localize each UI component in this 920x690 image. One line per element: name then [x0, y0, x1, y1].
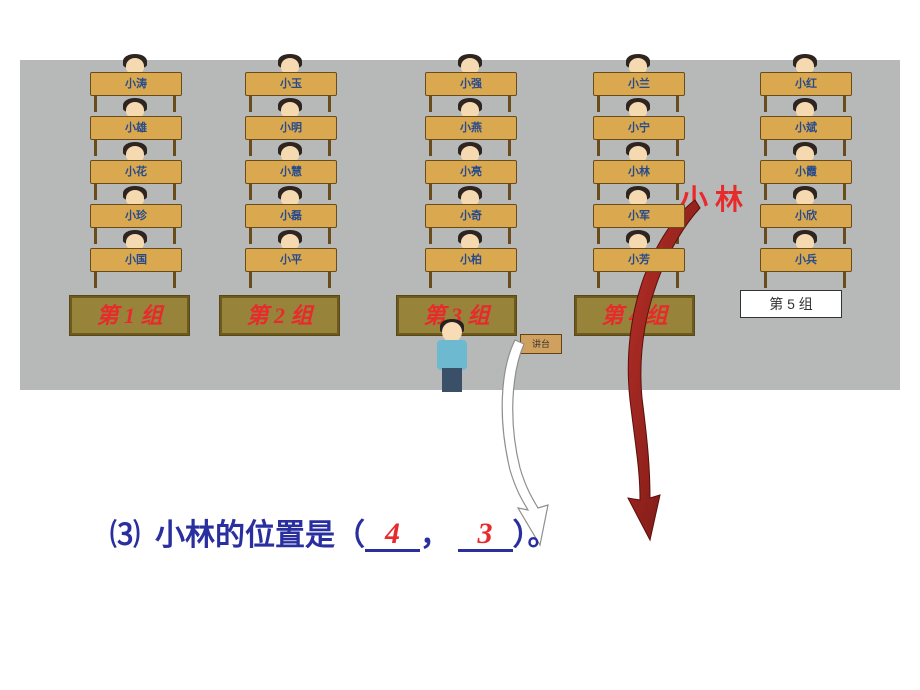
group-label-4: 第 4 组 [575, 296, 694, 335]
answer-blank-1: 4 [365, 519, 420, 552]
desk-nameplate: 小兰 [593, 72, 685, 96]
question-text-before: 小林的位置是（ [155, 519, 365, 552]
desk-nameplate: 小磊 [245, 204, 337, 228]
group-label-5: 第 5 组 [740, 290, 842, 318]
desk-nameplate: 小明 [245, 116, 337, 140]
desk-column: 小玉小明小慧小磊小平 [235, 72, 345, 292]
desk-column: 小红小斌小霞小欣小兵 [750, 72, 860, 292]
desk: 小芳 [583, 248, 693, 292]
desk-nameplate: 小奇 [425, 204, 517, 228]
desk-nameplate: 小军 [593, 204, 685, 228]
desk-nameplate: 小斌 [760, 116, 852, 140]
desk-nameplate: 小强 [425, 72, 517, 96]
desk-column: 小兰小宁小林小军小芳 [583, 72, 693, 292]
question-text-after: ）。 [513, 519, 558, 552]
desk-nameplate: 小国 [90, 248, 182, 272]
desk: 小柏 [415, 248, 525, 292]
group-label-1: 第 1 组 [70, 296, 189, 335]
desk-nameplate: 小平 [245, 248, 337, 272]
desk-nameplate: 小兵 [760, 248, 852, 272]
desk-nameplate: 小亮 [425, 160, 517, 184]
desk-column: 小涛小雄小花小珍小国 [80, 72, 190, 292]
desk: 小国 [80, 248, 190, 292]
desk-nameplate: 小涛 [90, 72, 182, 96]
desk-nameplate: 小玉 [245, 72, 337, 96]
annotation-xiaolin: 小 林 [680, 178, 743, 218]
podium: 讲台 [520, 334, 562, 354]
answer-2: 3 [478, 517, 493, 550]
desk-nameplate: 小雄 [90, 116, 182, 140]
answer-blank-2: 3 [458, 519, 513, 552]
desk-nameplate: 小花 [90, 160, 182, 184]
desk-nameplate: 小珍 [90, 204, 182, 228]
desk-nameplate: 小燕 [425, 116, 517, 140]
desk: 小平 [235, 248, 345, 292]
desk-nameplate: 小宁 [593, 116, 685, 140]
group-label-2: 第 2 组 [220, 296, 339, 335]
question-line: ⑶ 小林的位置是（ 4 ， 3 ）。 [110, 510, 558, 554]
desk-nameplate: 小柏 [425, 248, 517, 272]
desk-nameplate: 小红 [760, 72, 852, 96]
answer-1: 4 [385, 517, 400, 550]
desk-nameplate: 小慧 [245, 160, 337, 184]
desk-nameplate: 小霞 [760, 160, 852, 184]
comma: ， [420, 519, 450, 552]
desk: 小兵 [750, 248, 860, 292]
desk-column: 小强小燕小亮小奇小柏 [415, 72, 525, 292]
teacher-figure [432, 322, 472, 392]
desk-nameplate: 小欣 [760, 204, 852, 228]
desk-nameplate: 小芳 [593, 248, 685, 272]
desk-nameplate: 小林 [593, 160, 685, 184]
question-number: ⑶ [110, 519, 140, 552]
